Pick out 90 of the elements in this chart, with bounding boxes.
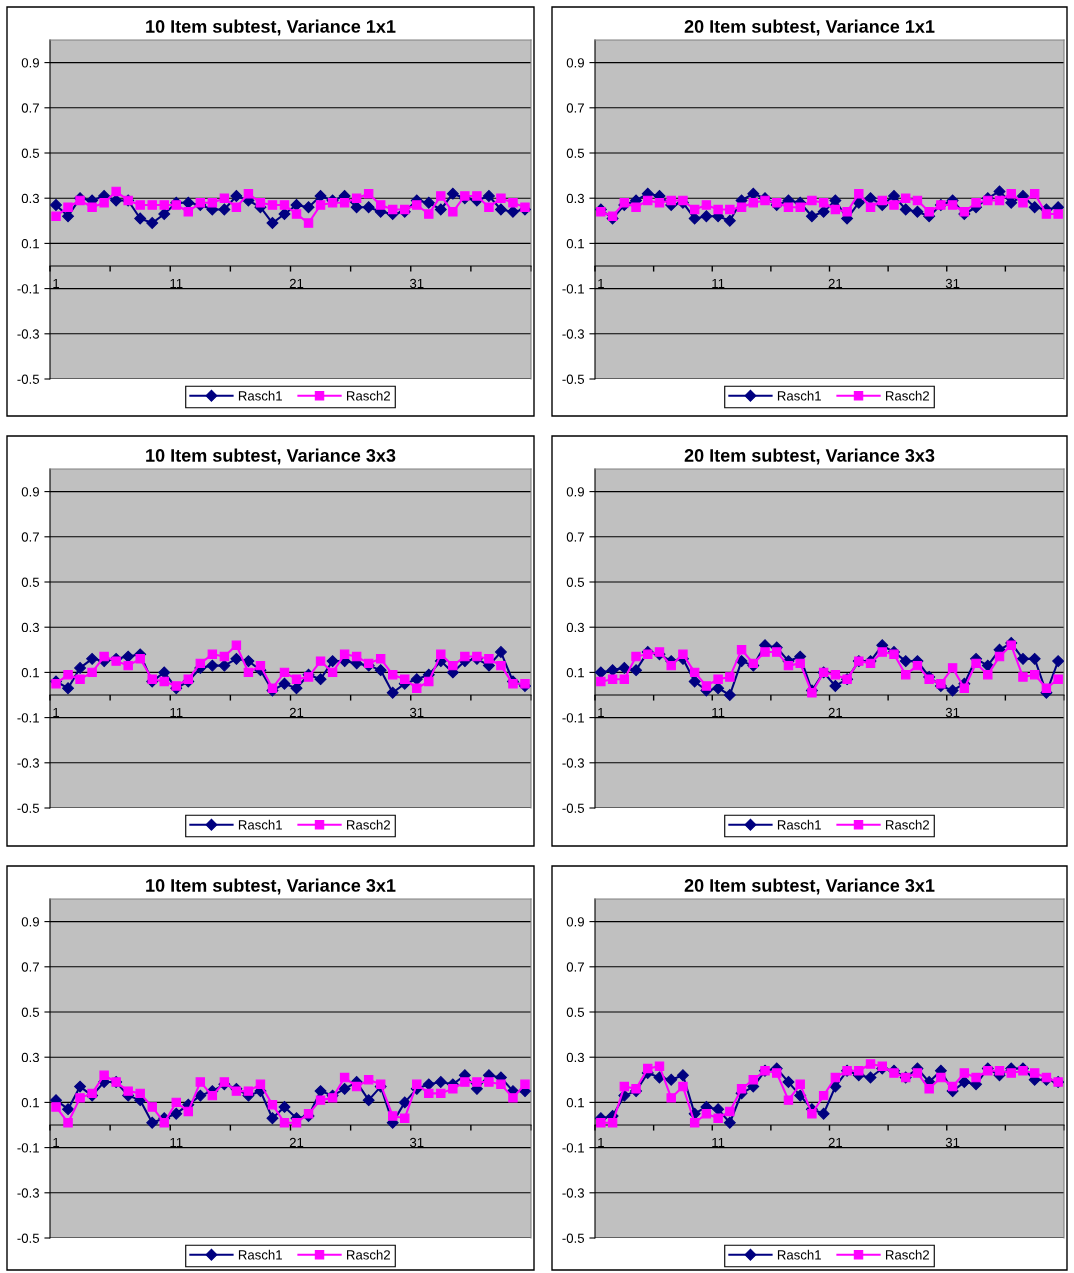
y-tick-label: -0.5 xyxy=(17,1233,40,1243)
y-tick-label: 0.7 xyxy=(21,103,39,113)
x-tick-label: 11 xyxy=(170,278,183,289)
y-tick-label: 0.5 xyxy=(566,1007,585,1017)
y-tick-label: 0.7 xyxy=(566,103,584,113)
y-tick-label: 0.3 xyxy=(566,193,585,204)
x-tick-label: 21 xyxy=(289,707,304,718)
y-tick-label: -0.5 xyxy=(562,1233,585,1243)
chart-title: 20 Item subtest, Variance 3x1 xyxy=(684,878,935,895)
x-tick-label: 31 xyxy=(945,707,960,718)
x-tick-label: 11 xyxy=(712,278,725,289)
y-tick-label: 0.7 xyxy=(21,962,39,972)
chart-title: 20 Item subtest, Variance 3x3 xyxy=(684,448,935,465)
y-tick-label: 0.7 xyxy=(566,962,584,972)
chart-title: 10 Item subtest, Variance 3x1 xyxy=(146,878,396,895)
y-tick-label: 0.5 xyxy=(21,148,40,158)
y-tick-label: 0.9 xyxy=(21,58,39,68)
legend-label: Rasch2 xyxy=(347,390,390,401)
y-tick-label: 0.3 xyxy=(21,1052,40,1063)
y-tick-label: 0.9 xyxy=(21,487,39,497)
y-tick-label: -0.3 xyxy=(17,329,40,339)
y-tick-label: -0.3 xyxy=(17,1188,40,1198)
y-tick-label: -0.5 xyxy=(562,803,585,813)
y-tick-label: 0.1 xyxy=(566,1097,584,1108)
x-tick-label: 31 xyxy=(409,278,424,289)
legend-label: Rasch2 xyxy=(347,1249,390,1260)
y-tick-label: 0.3 xyxy=(21,622,40,633)
y-tick-label: -0.1 xyxy=(17,713,39,723)
x-tick-label: 21 xyxy=(828,707,843,718)
y-tick-label: -0.5 xyxy=(17,374,40,384)
y-tick-label: -0.3 xyxy=(17,758,40,768)
x-tick-label: 1 xyxy=(598,707,604,718)
x-tick-label: 1 xyxy=(598,278,604,289)
y-tick-label: 0.9 xyxy=(21,917,39,927)
y-tick-label: -0.1 xyxy=(17,1143,39,1153)
x-tick-label: 11 xyxy=(712,1137,725,1148)
y-tick-label: 0.1 xyxy=(21,1097,39,1108)
y-tick-label: -0.1 xyxy=(17,284,39,294)
y-tick-label: 0.5 xyxy=(21,577,40,587)
x-tick-label: 21 xyxy=(828,278,843,289)
x-tick-label: 1 xyxy=(53,278,60,289)
chart-title: 20 Item subtest, Variance 1x1 xyxy=(684,19,935,36)
y-tick-label: -0.1 xyxy=(562,713,584,723)
x-tick-label: 11 xyxy=(712,707,725,718)
legend-label: Rasch1 xyxy=(777,1249,821,1260)
x-tick-label: 31 xyxy=(945,278,960,289)
chart-title: 10 Item subtest, Variance 3x3 xyxy=(146,448,396,465)
legend-label: Rasch2 xyxy=(347,819,390,830)
y-tick-label: 0.5 xyxy=(566,577,585,587)
y-tick-label: -0.5 xyxy=(562,374,585,384)
y-tick-label: 0.1 xyxy=(566,667,584,678)
x-tick-label: 31 xyxy=(945,1137,960,1148)
y-tick-label: -0.3 xyxy=(562,1188,585,1198)
x-tick-label: 31 xyxy=(409,1137,424,1148)
y-tick-label: 0.3 xyxy=(21,193,40,204)
y-tick-label: 0.7 xyxy=(566,532,584,542)
y-tick-label: 0.9 xyxy=(566,917,584,927)
x-tick-label: 1 xyxy=(598,1137,604,1148)
y-tick-label: -0.5 xyxy=(17,803,40,813)
legend-label: Rasch2 xyxy=(886,1249,929,1260)
y-tick-label: 0.1 xyxy=(566,238,584,249)
x-tick-label: 1 xyxy=(53,1137,60,1148)
x-tick-label: 11 xyxy=(170,1137,183,1148)
chart-title: 10 Item subtest, Variance 1x1 xyxy=(146,19,396,36)
y-tick-label: 0.5 xyxy=(566,148,585,158)
x-tick-label: 31 xyxy=(409,707,424,718)
y-tick-label: -0.1 xyxy=(562,284,584,294)
legend-label: Rasch1 xyxy=(777,390,821,401)
legend-label: Rasch2 xyxy=(886,390,929,401)
y-tick-label: 0.7 xyxy=(21,532,39,542)
x-tick-label: 21 xyxy=(289,1137,304,1148)
legend-label: Rasch1 xyxy=(238,819,282,830)
y-tick-label: 0.1 xyxy=(21,238,39,249)
y-tick-label: 0.9 xyxy=(566,487,584,497)
y-tick-label: 0.3 xyxy=(566,1052,585,1063)
legend-label: Rasch1 xyxy=(238,390,282,401)
y-tick-label: 0.3 xyxy=(566,622,585,633)
x-tick-label: 11 xyxy=(170,707,183,718)
legend-label: Rasch1 xyxy=(238,1249,282,1260)
y-tick-label: -0.3 xyxy=(562,758,585,768)
x-tick-label: 21 xyxy=(289,278,304,289)
y-tick-label: 0.9 xyxy=(566,58,584,68)
y-tick-label: 0.5 xyxy=(21,1007,40,1017)
y-tick-label: 0.1 xyxy=(21,667,39,678)
legend-label: Rasch2 xyxy=(886,819,929,830)
y-tick-label: -0.3 xyxy=(562,329,585,339)
x-tick-label: 1 xyxy=(53,707,60,718)
y-tick-label: -0.1 xyxy=(562,1143,584,1153)
legend-label: Rasch1 xyxy=(777,819,821,830)
x-tick-label: 21 xyxy=(828,1137,843,1148)
